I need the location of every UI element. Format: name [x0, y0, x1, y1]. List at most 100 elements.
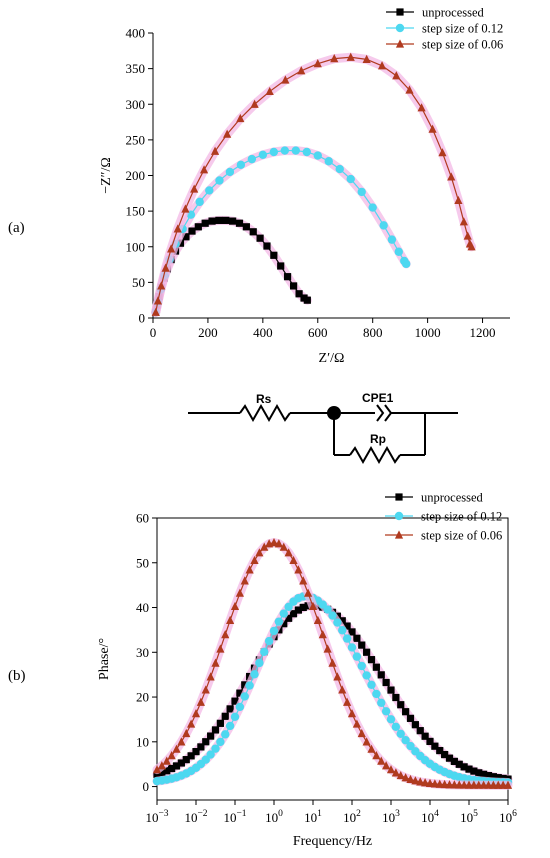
data-point: [357, 728, 366, 738]
data-point: [299, 576, 308, 585]
y-tick-label: 50: [132, 275, 145, 290]
legend-label: step size of 0.06: [421, 529, 502, 543]
y-tick-label: 60: [136, 511, 149, 526]
data-point: [431, 742, 439, 750]
panel-label-b: (b): [8, 668, 26, 684]
data-point: [172, 762, 181, 770]
data-point: [196, 697, 205, 706]
data-point: [241, 681, 249, 689]
data-point: [172, 744, 181, 753]
data-point: [450, 757, 458, 766]
data-point: [463, 231, 472, 240]
x-axis-label: Frequency/Hz: [293, 834, 372, 849]
data-point: [396, 729, 405, 739]
data-point: [426, 737, 434, 746]
data-point: [235, 702, 245, 712]
data-point: [245, 681, 254, 690]
data-point: [256, 234, 264, 242]
data-point: [338, 626, 347, 635]
data-point: [181, 204, 190, 213]
data-point: [367, 656, 376, 664]
data-point: [242, 223, 250, 231]
legend-marker: [395, 23, 405, 33]
data-point: [177, 759, 185, 767]
data-point: [290, 282, 298, 290]
data-point: [377, 61, 387, 70]
data-point: [187, 752, 195, 760]
data-point: [313, 615, 322, 624]
data-point: [236, 160, 246, 170]
data-point: [381, 707, 391, 716]
data-point: [475, 769, 483, 777]
data-point: [363, 648, 371, 656]
data-point: [438, 148, 447, 157]
data-point: [436, 746, 444, 755]
data-point: [323, 644, 332, 653]
y-tick-label: 100: [126, 239, 146, 254]
series-line: [155, 56, 473, 313]
data-point: [416, 727, 424, 735]
x-tick-label: 10−1: [223, 809, 246, 825]
rp-label: Rp: [370, 432, 386, 446]
data-point: [207, 732, 215, 740]
data-point: [236, 113, 245, 123]
data-point: [255, 548, 264, 557]
data-point: [406, 774, 415, 784]
data-point: [294, 565, 303, 574]
data-point: [222, 216, 230, 224]
data-point: [470, 767, 478, 775]
data-point: [195, 197, 204, 207]
data-point: [284, 548, 293, 557]
data-point: [152, 765, 162, 774]
data-point: [428, 124, 437, 133]
data-point: [191, 709, 201, 718]
x-tick-label: 103: [382, 809, 400, 825]
data-point: [411, 721, 419, 729]
data-point: [357, 187, 366, 197]
data-point: [225, 167, 235, 177]
data-point: [250, 99, 259, 108]
data-point: [182, 233, 190, 241]
data-point: [338, 617, 346, 625]
data-point: [342, 634, 352, 643]
data-point: [240, 692, 249, 701]
data-point: [215, 216, 223, 224]
data-point: [358, 641, 366, 649]
data-point: [353, 634, 361, 642]
data-point: [223, 129, 232, 138]
data-point: [489, 773, 497, 781]
rs-label: Rs: [256, 392, 272, 406]
plot-frame: [156, 517, 509, 801]
data-point: [264, 636, 274, 646]
data-point: [236, 689, 244, 697]
x-tick-label: 200: [198, 325, 218, 340]
y-axis-label: Phase/°: [97, 638, 112, 680]
data-point: [216, 719, 224, 727]
y-tick-label: 40: [136, 600, 149, 615]
data-point: [210, 146, 220, 155]
data-point: [208, 217, 216, 225]
data-point: [270, 251, 278, 259]
data-point: [281, 75, 290, 84]
x-tick-label: 106: [499, 809, 517, 825]
y-tick-label: 300: [126, 97, 146, 112]
data-point: [394, 247, 403, 256]
legend-marker: [394, 530, 404, 539]
data-point: [333, 618, 342, 627]
y-tick-label: 250: [126, 132, 146, 147]
data-point: [397, 701, 405, 709]
data-point: [199, 165, 209, 174]
data-point: [401, 736, 410, 745]
data-point: [269, 538, 279, 547]
data-point: [417, 103, 426, 112]
data-point: [302, 147, 311, 157]
data-point: [460, 763, 468, 771]
y-axis-label: −Z″/Ω: [99, 157, 114, 194]
data-point: [158, 769, 166, 777]
legend-label: unprocessed: [421, 491, 484, 505]
data-point: [454, 195, 463, 205]
data-point: [162, 756, 171, 765]
data-point: [221, 630, 230, 639]
data-point: [265, 86, 274, 96]
data-point: [260, 647, 269, 657]
